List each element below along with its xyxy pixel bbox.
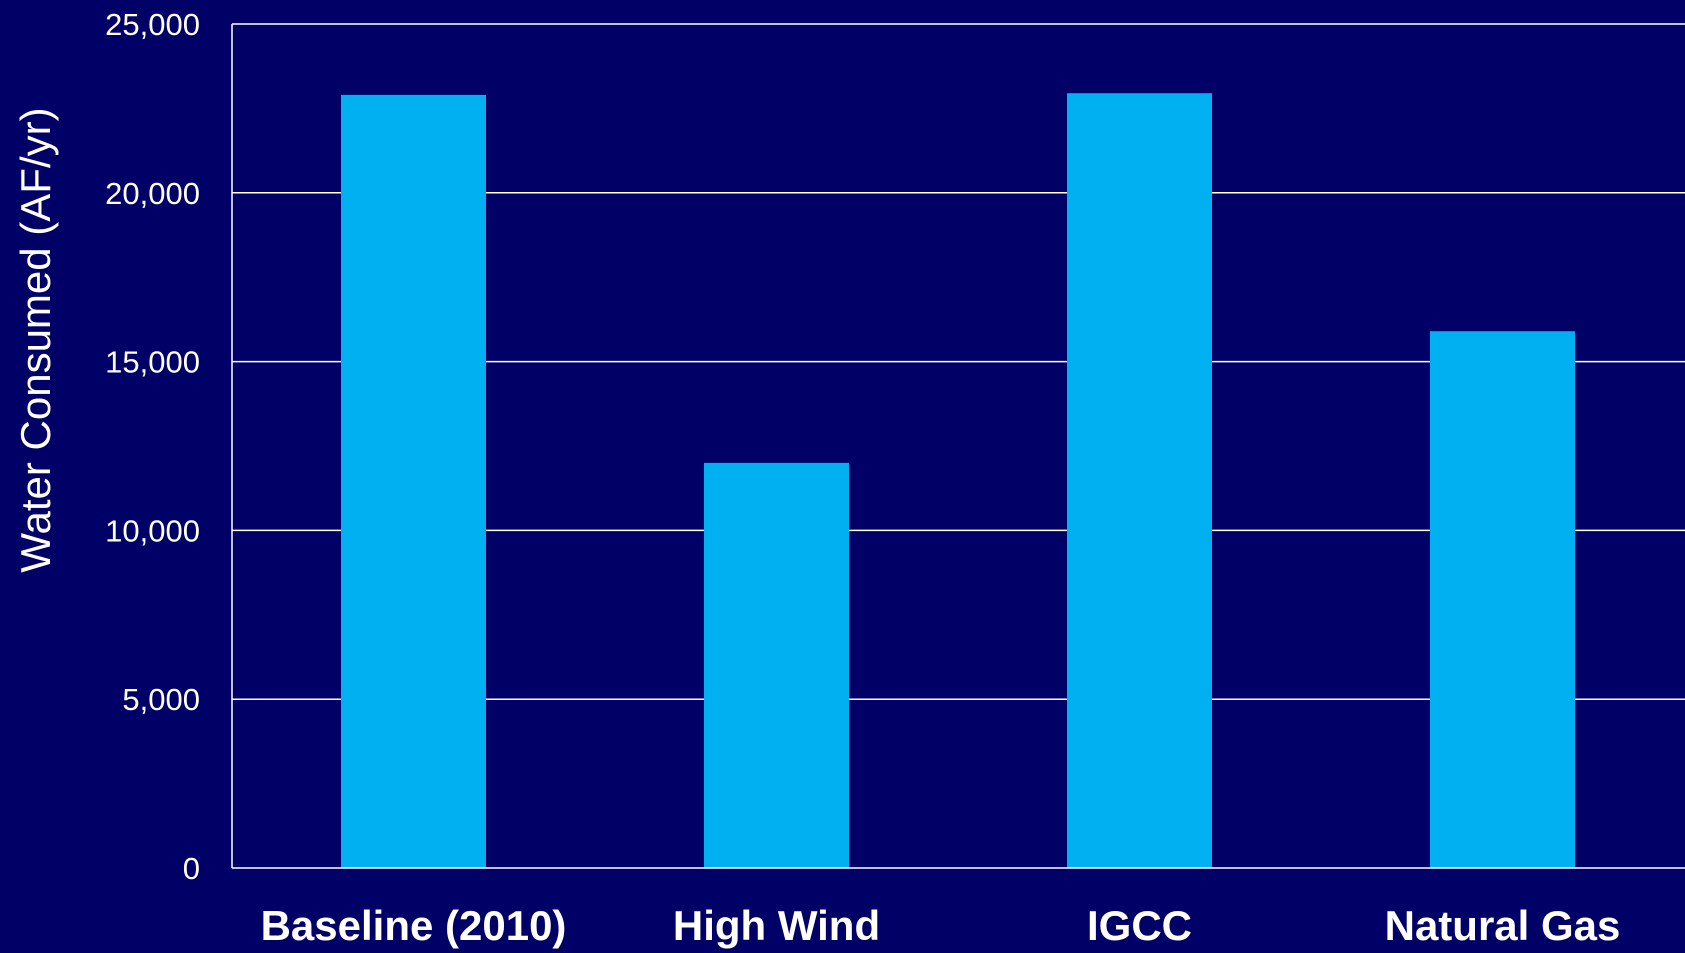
bar — [1430, 331, 1575, 868]
x-category-label: Natural Gas — [1385, 902, 1621, 949]
x-category-label: High Wind — [673, 902, 880, 949]
y-tick-label: 15,000 — [105, 345, 200, 380]
y-tick-label: 20,000 — [105, 176, 200, 211]
y-tick-label: 0 — [183, 851, 200, 886]
bar — [341, 94, 486, 868]
y-tick-label: 10,000 — [105, 513, 200, 548]
y-axis-ticks: 0 5,000 10,000 15,000 20,000 25,000 — [105, 7, 200, 886]
bars — [341, 93, 1575, 868]
y-tick-label: 5,000 — [122, 682, 200, 717]
x-axis-categories: Baseline (2010) High Wind IGCC Natural Gas — [261, 902, 1621, 949]
y-axis-title: Water Consumed (AF/yr) — [12, 107, 59, 572]
y-tick-label: 25,000 — [105, 7, 200, 42]
x-category-label: Baseline (2010) — [261, 902, 567, 949]
bar — [704, 462, 849, 868]
x-category-label: IGCC — [1087, 902, 1192, 949]
bar — [1067, 93, 1212, 868]
